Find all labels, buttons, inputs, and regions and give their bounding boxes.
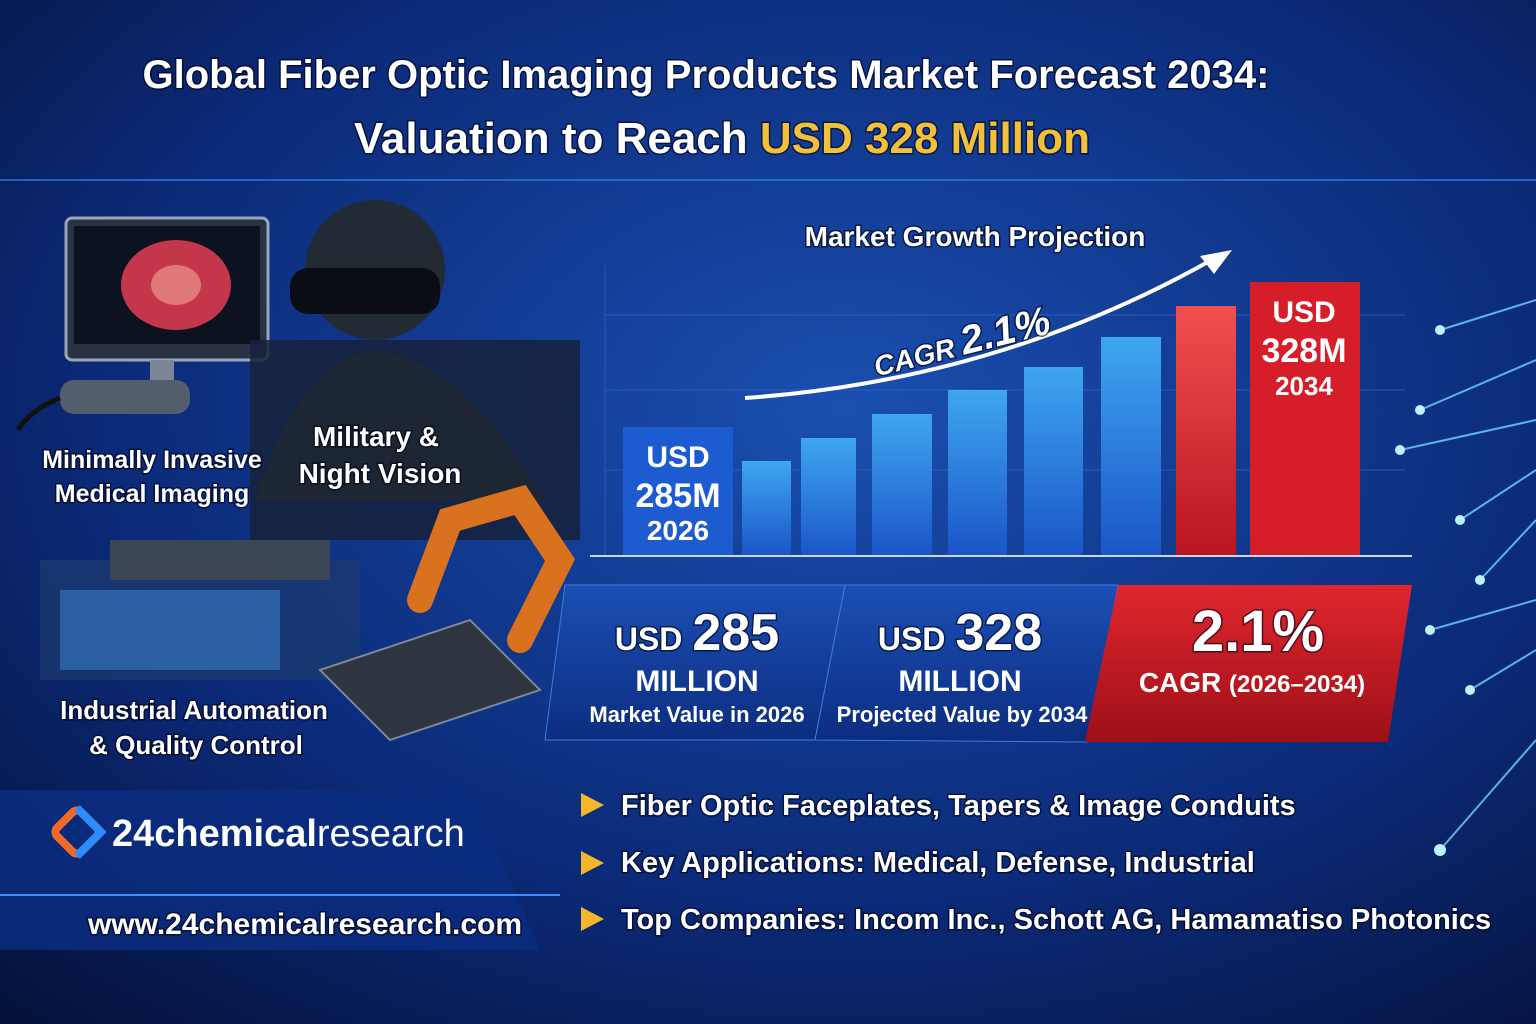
title-line: Global Fiber Optic Imaging Products Mark… bbox=[143, 53, 1270, 97]
stat-prefix: USD bbox=[615, 621, 683, 657]
application-label: Military & bbox=[313, 421, 439, 452]
brand-panel bbox=[0, 790, 540, 950]
bullet-text: Fiber Optic Faceplates, Tapers & Image C… bbox=[621, 790, 1296, 822]
brand-light: research bbox=[317, 813, 465, 855]
stat-prefix: USD bbox=[878, 621, 946, 657]
brand-bold: 24chemical bbox=[112, 813, 317, 855]
start-year: 2026 bbox=[647, 515, 709, 546]
stat-caption-main: CAGR bbox=[1139, 667, 1221, 698]
chart-title: Market Growth Projection bbox=[805, 221, 1146, 252]
bullet-text: Top Companies: Incom Inc., Schott AG, Ha… bbox=[621, 904, 1491, 936]
title-highlight: USD 328 Million bbox=[760, 114, 1090, 163]
stat-caption: Market Value in 2026 bbox=[589, 702, 804, 727]
medical-monitor bbox=[15, 216, 270, 432]
arrow-head bbox=[1200, 250, 1232, 274]
stat-number: 285 bbox=[692, 604, 779, 662]
stat-unit: MILLION bbox=[635, 665, 758, 698]
end-currency: USD bbox=[1272, 296, 1335, 329]
growth-arrow bbox=[744, 256, 1216, 400]
application-label: Industrial Automation bbox=[60, 695, 328, 725]
stat-unit: MILLION bbox=[898, 665, 1021, 698]
start-value: 285M bbox=[635, 477, 720, 515]
stat-caption: CAGR (2026–2034) bbox=[1139, 667, 1365, 698]
industrial-scene bbox=[40, 484, 576, 742]
fiber-tips bbox=[1395, 325, 1485, 856]
bullet-icon bbox=[581, 907, 604, 931]
stat-number: 2.1% bbox=[1192, 599, 1324, 664]
stat-number: 328 bbox=[955, 604, 1042, 662]
brand-logo bbox=[51, 805, 107, 859]
stat-caption: Projected Value by 2034 bbox=[837, 702, 1088, 727]
growth-bars bbox=[623, 282, 1360, 556]
bullet-icon bbox=[581, 851, 604, 875]
stat-value: USD 328 bbox=[878, 604, 1042, 662]
start-currency: USD bbox=[646, 441, 709, 474]
bullet-icon bbox=[581, 793, 604, 817]
stat-panel bbox=[1085, 585, 1412, 742]
application-label: & Quality Control bbox=[89, 730, 303, 760]
application-label: Medical Imaging bbox=[55, 480, 249, 508]
application-label: Minimally Invasive bbox=[42, 446, 262, 474]
end-year: 2034 bbox=[1275, 371, 1333, 401]
brand-url: www.24chemicalresearch.com bbox=[87, 908, 522, 941]
stat-period: (2026–2034) bbox=[1229, 671, 1365, 698]
title-line: Valuation to Reach USD 328 Million bbox=[354, 114, 1090, 163]
bullet-text: Key Applications: Medical, Defense, Indu… bbox=[621, 847, 1255, 879]
fiber-strands bbox=[1399, 299, 1536, 851]
title-text: Valuation to Reach bbox=[354, 114, 748, 163]
end-value: 328M bbox=[1261, 332, 1346, 370]
stat-value: USD 285 bbox=[615, 604, 779, 662]
application-label: Night Vision bbox=[299, 458, 462, 489]
brand-name: 24chemicalresearch bbox=[112, 813, 465, 855]
